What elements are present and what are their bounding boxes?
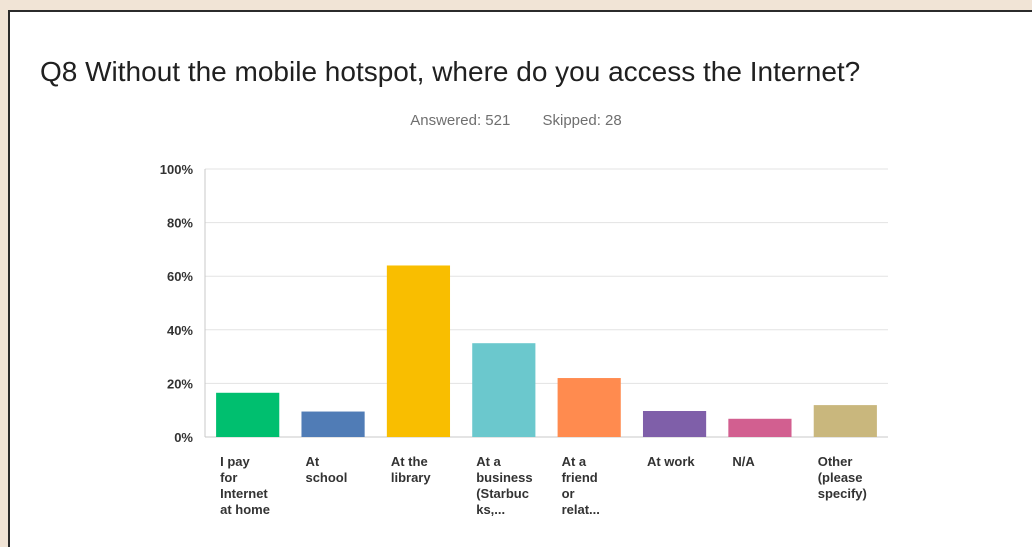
category-label: At work — [647, 454, 695, 469]
skipped-count: Skipped: 28 — [542, 112, 622, 129]
bar — [557, 378, 621, 437]
y-tick-label: 100% — [160, 162, 194, 177]
bar — [301, 411, 365, 437]
bar — [642, 411, 707, 437]
category-label: I pay for Internet at home — [220, 454, 270, 517]
bar — [216, 392, 280, 437]
category-label: N/A — [732, 454, 755, 469]
chart-panel: Q8 Without the mobile hotspot, where do … — [8, 10, 1032, 547]
bar — [813, 405, 877, 437]
bar-chart: 0% 20% 40% 60% 80% 100% I pay for Internet at hom… — [160, 162, 888, 517]
category-label: At a friend or relat... — [562, 454, 600, 517]
response-summary: Answered: 521 Skipped: 28 — [10, 112, 1022, 129]
category-label: At the library — [391, 454, 432, 485]
bar — [472, 343, 536, 437]
y-tick-label: 60% — [167, 269, 193, 284]
category-label: At a business (Starbuc ks,... — [476, 454, 532, 517]
answered-count: Answered: 521 — [410, 112, 511, 129]
chart-title: Q8 Without the mobile hotspot, where do … — [40, 56, 861, 87]
bar — [728, 418, 792, 437]
bar — [386, 265, 451, 437]
y-tick-label: 0% — [174, 430, 193, 445]
category-label: Other (please specify) — [818, 454, 867, 501]
y-tick-label: 80% — [167, 216, 193, 231]
y-tick-label: 40% — [167, 323, 193, 338]
y-tick-label: 20% — [167, 376, 193, 391]
category-label: At school — [305, 454, 347, 485]
